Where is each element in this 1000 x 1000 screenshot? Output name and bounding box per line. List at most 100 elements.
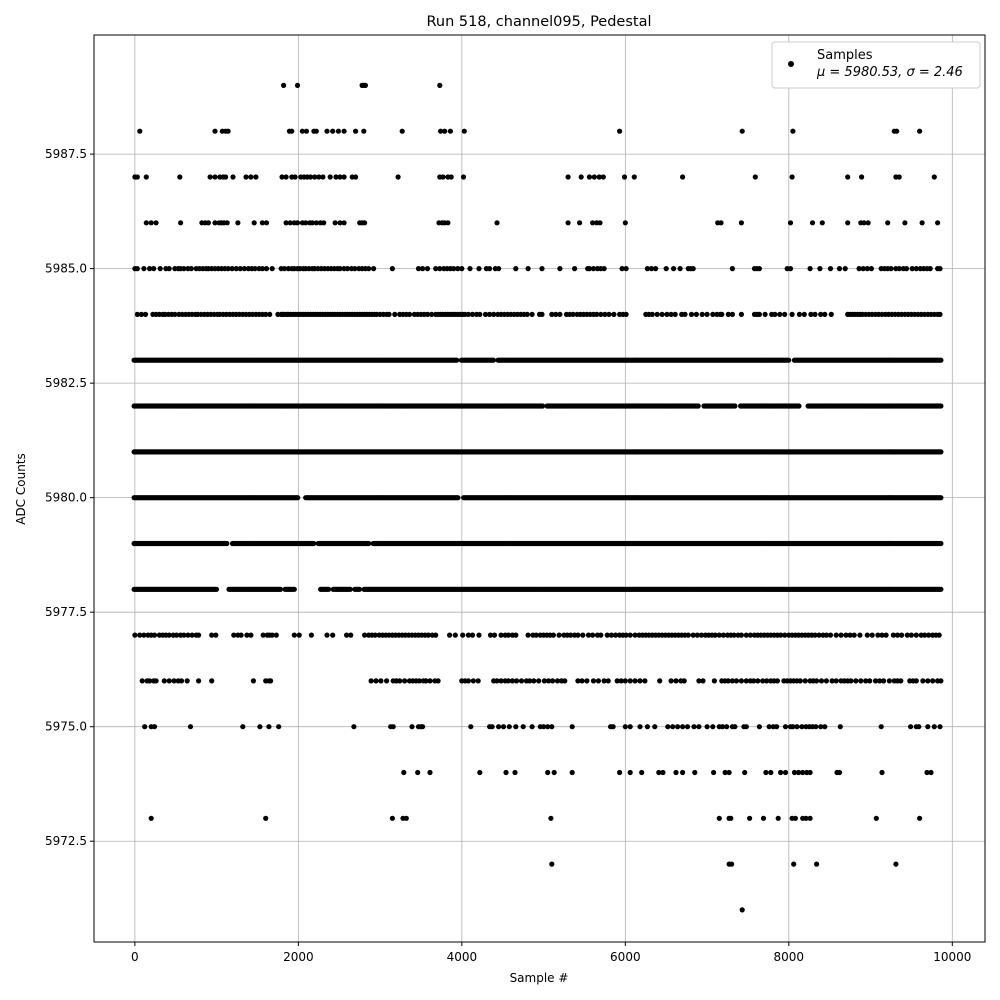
data-point xyxy=(548,815,554,821)
data-point xyxy=(291,632,297,638)
data-point xyxy=(668,678,674,684)
data-point xyxy=(433,266,439,272)
data-point xyxy=(867,678,873,684)
data-point xyxy=(424,311,431,317)
data-point xyxy=(937,724,943,730)
data-point xyxy=(590,632,596,638)
data-point xyxy=(541,678,548,684)
data-point xyxy=(427,769,433,776)
data-point xyxy=(617,128,623,134)
data-point xyxy=(371,266,377,272)
data-point xyxy=(829,678,835,684)
data-point xyxy=(585,632,592,638)
data-point xyxy=(166,632,172,638)
data-point xyxy=(142,311,149,317)
data-point xyxy=(415,266,422,272)
data-point xyxy=(764,678,770,684)
data-point xyxy=(756,266,763,272)
data-point xyxy=(513,632,519,638)
data-point xyxy=(762,311,768,317)
data-point xyxy=(604,632,610,638)
data-point xyxy=(690,632,696,638)
data-point xyxy=(936,632,942,638)
data-point xyxy=(362,632,368,638)
data-point xyxy=(142,724,148,730)
data-point xyxy=(621,174,628,180)
data-point xyxy=(801,311,807,317)
data-point xyxy=(459,266,465,272)
data-point xyxy=(184,678,190,684)
data-point xyxy=(904,632,910,638)
data-point xyxy=(529,311,535,317)
data-point xyxy=(565,174,571,180)
data-point xyxy=(361,128,367,134)
data-point xyxy=(823,678,830,684)
data-point xyxy=(287,220,293,226)
data-point xyxy=(637,724,643,730)
data-point xyxy=(756,311,763,317)
data-point xyxy=(529,724,535,730)
data-point xyxy=(695,403,701,409)
data-point xyxy=(147,678,153,684)
data-point xyxy=(822,724,828,730)
data-point xyxy=(931,724,937,730)
data-point xyxy=(148,815,154,821)
data-point xyxy=(606,311,612,317)
data-point xyxy=(252,266,258,272)
data-point xyxy=(743,724,749,730)
data-point xyxy=(823,632,830,638)
data-point xyxy=(596,174,602,180)
data-point xyxy=(557,311,563,317)
data-point xyxy=(623,632,629,638)
data-point xyxy=(423,678,429,684)
data-point xyxy=(283,220,289,226)
data-point xyxy=(878,724,884,730)
data-point xyxy=(710,311,716,317)
data-point xyxy=(917,815,923,821)
data-point xyxy=(309,220,315,226)
data-point xyxy=(289,128,295,134)
data-point xyxy=(260,632,266,638)
data-point xyxy=(760,815,767,821)
data-point xyxy=(617,769,623,776)
data-point xyxy=(916,724,922,730)
data-point xyxy=(648,266,655,272)
data-point xyxy=(632,678,638,684)
data-point xyxy=(938,357,944,363)
data-point xyxy=(368,678,374,684)
data-point xyxy=(838,632,844,638)
data-point xyxy=(509,678,516,684)
data-point xyxy=(623,266,629,272)
data-point xyxy=(494,678,500,684)
data-point xyxy=(384,678,390,684)
data-point xyxy=(373,678,379,684)
data-point xyxy=(681,678,687,684)
data-point xyxy=(696,724,702,730)
data-point xyxy=(848,678,854,684)
data-point xyxy=(738,220,745,226)
data-point xyxy=(787,266,794,272)
data-point xyxy=(937,266,943,272)
data-point xyxy=(153,220,159,226)
data-point xyxy=(248,174,254,180)
data-point xyxy=(166,266,172,272)
data-point xyxy=(657,678,663,684)
data-point xyxy=(833,678,839,684)
data-point xyxy=(172,311,178,317)
data-point xyxy=(682,311,688,317)
data-point xyxy=(622,678,628,684)
data-point xyxy=(491,311,497,317)
data-point xyxy=(875,632,881,638)
data-point xyxy=(562,678,568,684)
data-point xyxy=(344,266,350,272)
data-point xyxy=(777,311,783,317)
data-point xyxy=(729,861,735,867)
data-point xyxy=(652,724,658,730)
data-point xyxy=(397,678,403,684)
data-point xyxy=(451,266,457,272)
data-point xyxy=(565,220,571,226)
data-point xyxy=(505,632,511,638)
data-point xyxy=(442,128,448,134)
data-point xyxy=(896,266,902,272)
data-point xyxy=(792,815,799,821)
